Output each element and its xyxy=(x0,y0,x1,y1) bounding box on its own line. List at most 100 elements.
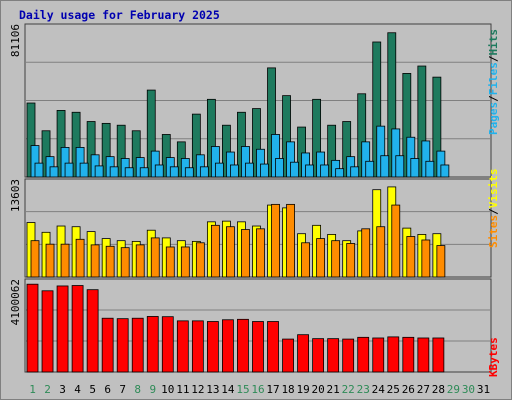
x-tick-label-day-12: 12 xyxy=(191,383,204,396)
legend-hits: Hits xyxy=(487,29,500,56)
bar-kbytes-day-7 xyxy=(116,318,129,373)
bar-kbytes-day-21 xyxy=(327,338,340,373)
x-tick-label-day-28: 28 xyxy=(432,383,445,396)
bar-pages-day-20 xyxy=(320,164,330,178)
bar-pages-day-27 xyxy=(425,160,435,178)
x-tick-label-day-8: 8 xyxy=(134,383,141,396)
bar-sites-day-26 xyxy=(406,236,416,278)
legend-files: Files xyxy=(487,62,500,95)
bar-sites-day-8 xyxy=(135,244,145,278)
y-axis-max-labels: 81106 13603 4100062 xyxy=(9,24,22,325)
legend-sites: Sites xyxy=(487,215,500,248)
bar-pages-day-12 xyxy=(199,166,209,178)
x-tick-label-day-29: 29 xyxy=(447,383,460,396)
x-tick-label-day-14: 14 xyxy=(221,383,235,396)
bar-kbytes-day-23 xyxy=(357,336,370,373)
bar-kbytes-day-28 xyxy=(432,337,445,373)
panel-bottom xyxy=(24,278,492,373)
legend-kbytes: KBytes xyxy=(487,337,500,377)
bar-pages-day-14 xyxy=(230,164,239,178)
bar-kbytes-day-27 xyxy=(417,337,430,373)
x-tick-label-day-21: 21 xyxy=(327,383,340,396)
bar-pages-day-1 xyxy=(34,162,44,178)
bar-pages-day-26 xyxy=(410,158,420,178)
bar-kbytes-day-10 xyxy=(161,316,174,373)
x-tick-label-day-16: 16 xyxy=(251,383,264,396)
bar-pages-day-11 xyxy=(184,167,194,178)
legend-middle: Sites/Visits xyxy=(487,169,500,249)
x-tick-label-day-9: 9 xyxy=(149,383,156,396)
x-tick-label-day-19: 19 xyxy=(296,383,309,396)
bar-kbytes-day-4 xyxy=(71,285,84,373)
bar-sites-day-7 xyxy=(120,247,130,278)
bar-pages-day-24 xyxy=(380,155,390,178)
bar-pages-day-25 xyxy=(395,155,405,178)
bar-kbytes-day-6 xyxy=(101,317,114,373)
bar-sites-day-6 xyxy=(105,245,115,278)
legend-bottom: KBytes xyxy=(487,337,500,377)
bar-pages-day-6 xyxy=(109,166,119,178)
x-tick-label-day-27: 27 xyxy=(417,383,430,396)
bar-sites-day-27 xyxy=(421,239,431,278)
x-tick-label-day-18: 18 xyxy=(281,383,294,396)
x-tick-label-day-3: 3 xyxy=(59,383,66,396)
bar-kbytes-day-1 xyxy=(26,283,39,373)
bar-pages-day-9 xyxy=(154,164,164,178)
bar-pages-day-22 xyxy=(350,166,360,178)
y-max-label-bottom: 4100062 xyxy=(9,279,22,325)
y-max-label-top: 81106 xyxy=(9,24,22,57)
bar-sites-day-25 xyxy=(391,204,401,278)
bar-kbytes-day-22 xyxy=(342,338,355,373)
x-axis-day-labels: 1 2 3 4 5 6 7 8 9 10 11 12 13 14 15 16 17 18 19 20 21 22 23 24 2… xyxy=(29,383,490,396)
bar-kbytes-day-17 xyxy=(267,321,279,373)
bar-sites-day-1 xyxy=(30,240,40,278)
bar-sites-day-21 xyxy=(331,240,341,278)
bar-kbytes-day-3 xyxy=(56,285,69,373)
bar-sites-day-14 xyxy=(226,226,235,278)
bar-sites-day-28 xyxy=(436,245,446,278)
bar-kbytes-day-13 xyxy=(206,321,219,373)
bar-sites-day-16 xyxy=(256,228,265,278)
x-tick-label-day-26: 26 xyxy=(402,383,415,396)
bar-sites-day-2 xyxy=(45,243,55,278)
x-tick-label-day-7: 7 xyxy=(119,383,126,396)
legend-separator: / xyxy=(487,95,500,102)
chart-title: Daily usage for February 2025 xyxy=(19,8,220,22)
bar-pages-day-4 xyxy=(79,162,89,178)
x-tick-label-day-31: 31 xyxy=(477,383,490,396)
bar-kbytes-day-25 xyxy=(387,336,400,373)
x-tick-label-day-30: 30 xyxy=(462,383,475,396)
bar-sites-day-24 xyxy=(376,226,386,278)
bar-pages-day-19 xyxy=(305,164,314,178)
x-tick-label-day-20: 20 xyxy=(312,383,325,396)
x-tick-label-day-1: 1 xyxy=(29,383,36,396)
bar-kbytes-day-9 xyxy=(146,316,159,373)
legend-visits: Visits xyxy=(487,169,500,209)
bar-sites-day-18 xyxy=(286,203,295,278)
bar-kbytes-day-20 xyxy=(312,338,325,373)
bar-pages-day-13 xyxy=(214,162,224,178)
bar-sites-day-20 xyxy=(316,238,326,278)
bar-kbytes-day-19 xyxy=(297,334,309,373)
bar-pages-day-17 xyxy=(275,158,284,178)
bar-sites-day-13 xyxy=(210,224,220,278)
bar-sites-day-23 xyxy=(361,228,371,278)
y-max-label-middle: 13603 xyxy=(9,179,22,212)
bar-sites-day-22 xyxy=(346,243,356,278)
bar-kbytes-day-14 xyxy=(222,319,234,373)
x-tick-label-day-23: 23 xyxy=(357,383,370,396)
panel-middle xyxy=(24,178,492,278)
bar-kbytes-day-18 xyxy=(282,338,294,373)
bar-pages-day-2 xyxy=(49,166,59,178)
bar-pages-day-15 xyxy=(245,162,254,178)
x-tick-label-day-13: 13 xyxy=(206,383,219,396)
bar-sites-day-3 xyxy=(60,243,70,278)
legend-top: Pages/Files/Hits xyxy=(487,29,500,135)
bar-pages-day-8 xyxy=(139,167,149,178)
x-tick-label-day-24: 24 xyxy=(372,383,386,396)
bar-kbytes-day-8 xyxy=(131,317,144,373)
bar-kbytes-day-26 xyxy=(402,336,415,373)
